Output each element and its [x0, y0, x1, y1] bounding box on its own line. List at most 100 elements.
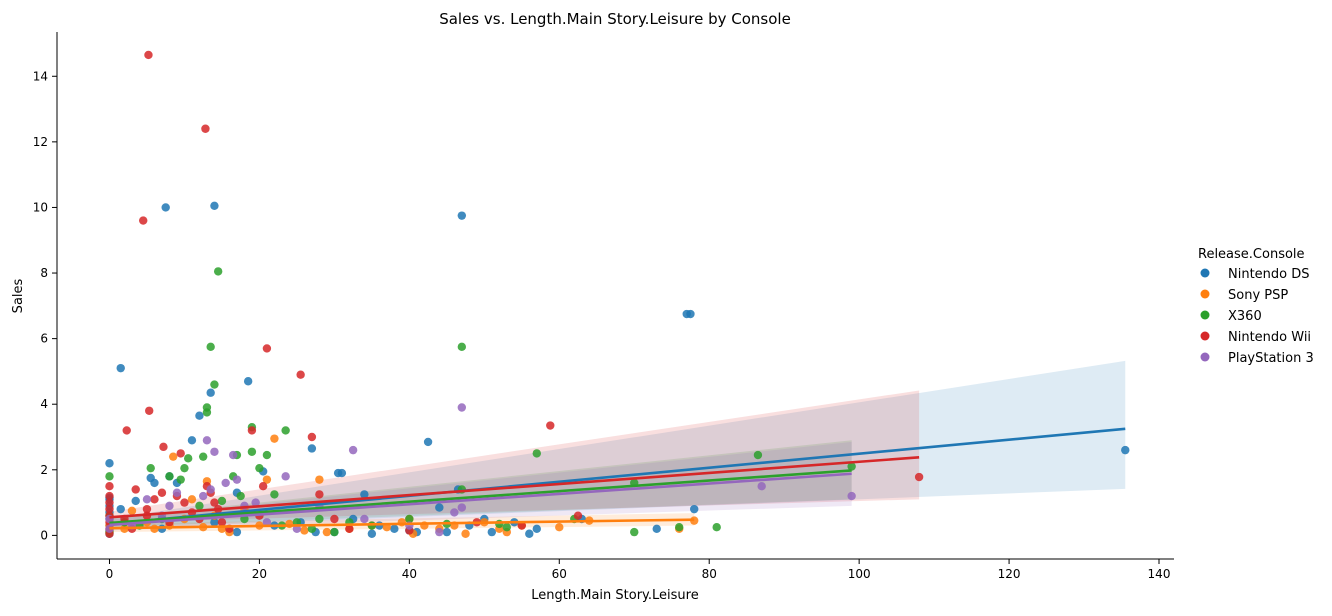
y-tick-label: 4 [40, 397, 48, 411]
data-point [198, 491, 208, 501]
data-point [847, 462, 856, 471]
data-point [423, 437, 433, 447]
regression-line-4 [109, 472, 852, 527]
confidence-band-4 [109, 441, 852, 531]
data-point [180, 463, 189, 473]
x-tick-label: 60 [552, 567, 567, 581]
data-point [757, 481, 766, 491]
data-point [201, 124, 210, 133]
legend-marker [1200, 310, 1210, 320]
data-point [450, 508, 459, 517]
data-point [221, 478, 230, 488]
data-point [105, 459, 114, 468]
data-point [198, 452, 208, 461]
data-point [270, 434, 279, 443]
data-point [217, 518, 227, 527]
legend-marker [1200, 352, 1210, 362]
data-point [652, 524, 661, 534]
chart-title: Sales vs. Length.Main Story.Leisure by C… [439, 10, 791, 28]
data-point [187, 436, 197, 445]
data-point [367, 529, 377, 538]
data-point [116, 504, 125, 514]
data-point [159, 442, 168, 452]
data-point [236, 491, 245, 501]
regression-line-2 [109, 469, 852, 525]
data-point [525, 529, 534, 538]
data-point [487, 527, 497, 537]
data-point [131, 485, 140, 494]
data-point [122, 426, 131, 435]
data-point [183, 454, 193, 463]
data-point [202, 403, 212, 412]
legend-title: Release.Console [1198, 247, 1305, 262]
data-point [546, 421, 555, 430]
legend-label: Sony PSP [1228, 288, 1288, 303]
data-point [165, 472, 174, 481]
data-point [315, 490, 324, 499]
data-point [105, 524, 114, 534]
data-point [457, 211, 467, 220]
data-point [172, 488, 182, 497]
data-point [495, 519, 504, 529]
data-point [142, 504, 152, 514]
data-point [210, 447, 219, 456]
data-point [258, 481, 268, 491]
data-point [144, 50, 153, 60]
data-point [165, 501, 174, 511]
data-point [914, 472, 924, 482]
data-point [232, 475, 242, 484]
data-point [502, 522, 511, 532]
data-point [390, 524, 399, 534]
data-point [281, 426, 290, 435]
data-point [300, 526, 309, 535]
data-point [217, 496, 227, 506]
data-point [337, 468, 347, 478]
data-point [150, 478, 159, 488]
data-point [176, 475, 185, 484]
data-point [360, 514, 369, 524]
x-tick-label: 0 [106, 567, 114, 581]
data-point [690, 504, 699, 514]
data-point [157, 488, 167, 497]
data-point [442, 527, 452, 537]
data-point [345, 524, 354, 534]
data-point [532, 449, 541, 458]
data-point [457, 403, 467, 412]
x-tick-label: 100 [848, 567, 871, 581]
data-point [281, 472, 290, 481]
data-point [105, 504, 114, 514]
y-tick-label: 14 [33, 69, 48, 83]
y-tick-label: 8 [40, 266, 48, 280]
x-axis-label: Length.Main Story.Leisure [531, 588, 698, 603]
legend-label: Nintendo Wii [1228, 330, 1311, 345]
data-point [247, 426, 257, 435]
x-tick-label: 80 [702, 567, 717, 581]
data-point [210, 518, 219, 527]
data-point [315, 514, 324, 524]
regression-lines [109, 427, 1126, 530]
data-point [262, 518, 272, 527]
data-point [187, 495, 197, 504]
data-point [630, 527, 639, 537]
data-point [461, 529, 470, 538]
data-point [206, 388, 215, 397]
data-point [247, 447, 257, 456]
y-axis-label: Sales [11, 278, 26, 313]
data-point [157, 524, 167, 534]
legend-marker [1200, 289, 1210, 299]
data-point [255, 463, 264, 473]
legend-label: PlayStation 3 [1228, 351, 1314, 366]
data-point [180, 498, 189, 507]
data-point [105, 491, 114, 501]
x-tick-label: 20 [252, 567, 267, 581]
data-point [105, 481, 114, 491]
data-point [210, 498, 219, 507]
data-point [161, 203, 170, 212]
data-point [105, 498, 114, 507]
data-point [457, 342, 467, 352]
data-point [131, 496, 140, 506]
data-point [555, 522, 564, 532]
data-point [251, 498, 260, 507]
data-point [168, 452, 178, 461]
